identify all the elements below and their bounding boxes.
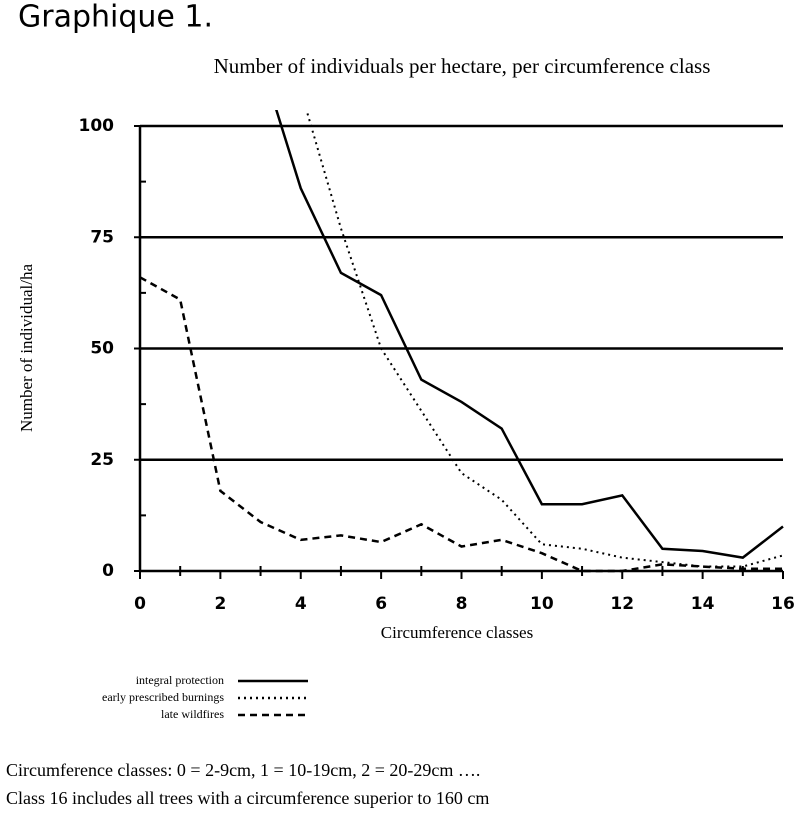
series-line (305, 110, 784, 568)
x-tick-label: 16 (771, 594, 795, 614)
x-tick-label: 12 (610, 594, 634, 614)
y-tick-label: 75 (90, 227, 114, 247)
x-axis-label: Circumference classes (381, 623, 533, 642)
note: Circumference classes: 0 = 2-9cm, 1 = 10… (6, 760, 480, 780)
x-tick-label: 0 (134, 594, 146, 614)
x-tick-label: 4 (295, 594, 307, 614)
x-tick-label: 6 (375, 594, 387, 614)
legend-label: late wildfires (161, 707, 224, 721)
heading: Graphique 1. (18, 0, 213, 35)
y-tick-label: 100 (79, 116, 115, 136)
x-tick-label: 2 (214, 594, 226, 614)
x-tick-label: 8 (456, 594, 468, 614)
x-tick-label: 14 (691, 594, 715, 614)
chart-title: Number of individuals per hectare, per c… (214, 54, 711, 78)
legend-label: integral protection (136, 673, 224, 687)
x-tick-label: 10 (530, 594, 554, 614)
y-tick-label: 25 (90, 450, 114, 470)
y-tick-label: 0 (102, 561, 114, 581)
series-line (275, 110, 784, 559)
y-axis-label: Number of individual/ha (17, 264, 36, 433)
note: Class 16 includes all trees with a circu… (6, 788, 489, 808)
legend-label: early prescribed burnings (102, 690, 224, 704)
series-line (140, 276, 783, 573)
y-tick-label: 50 (90, 339, 114, 359)
